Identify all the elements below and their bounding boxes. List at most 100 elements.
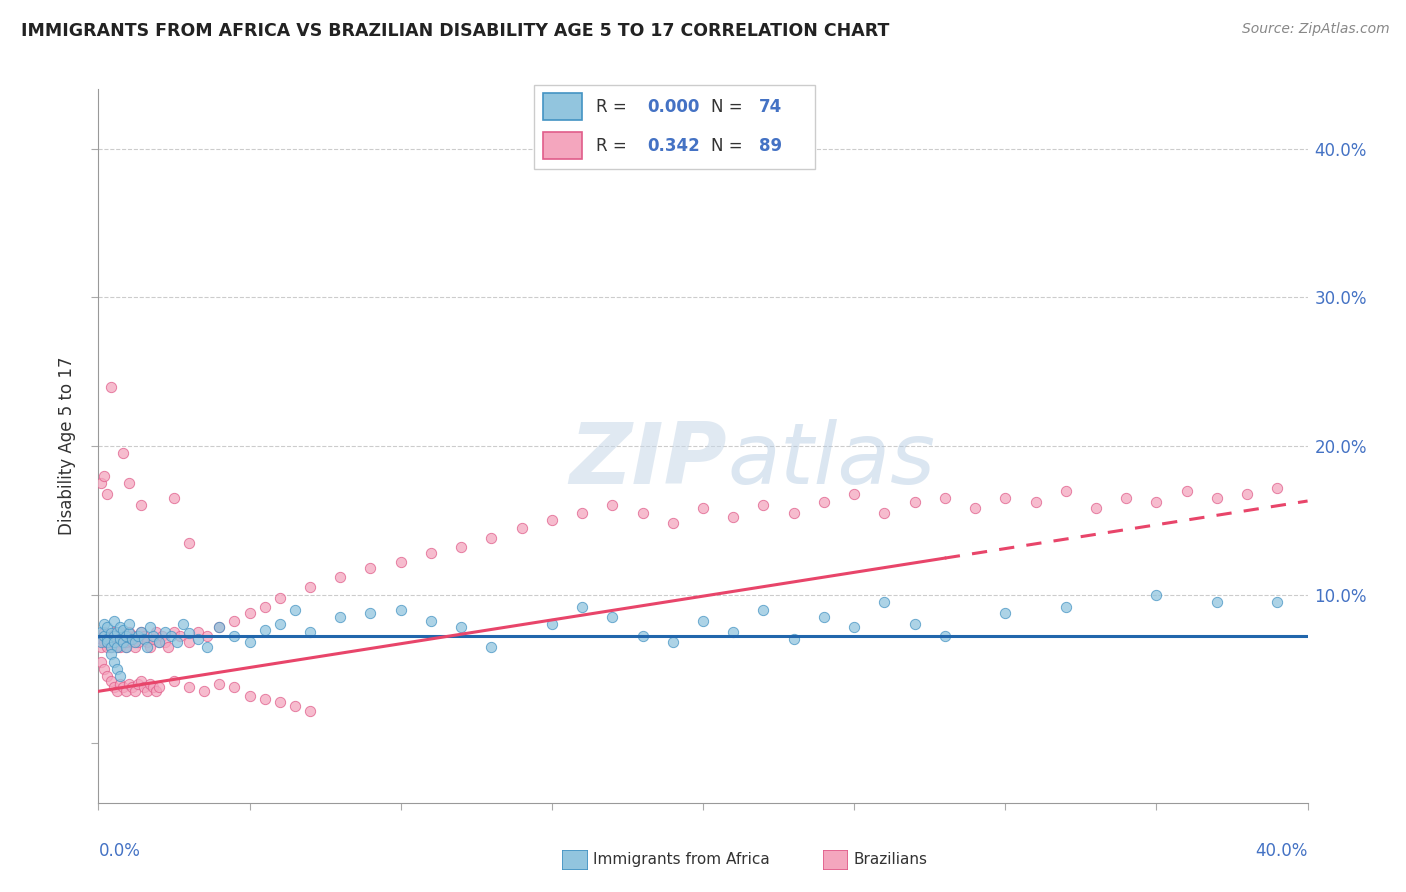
Point — [96, 620, 118, 634]
Point — [100, 673, 122, 688]
Point — [111, 635, 134, 649]
Point — [100, 640, 122, 654]
Point — [124, 635, 146, 649]
Point — [179, 626, 201, 640]
Point — [90, 624, 112, 639]
Point — [100, 626, 122, 640]
Point — [108, 632, 131, 647]
Point — [150, 629, 173, 643]
Point — [103, 615, 125, 629]
Point — [118, 476, 141, 491]
Point — [105, 662, 128, 676]
Text: ZIP: ZIP — [569, 418, 727, 502]
Point — [253, 624, 276, 638]
Point — [299, 624, 322, 639]
Point — [752, 602, 775, 616]
Point — [93, 629, 115, 643]
Point — [148, 680, 170, 694]
Point — [96, 669, 118, 683]
Point — [93, 468, 115, 483]
Point — [93, 629, 115, 643]
Point — [224, 615, 246, 629]
Point — [90, 632, 112, 647]
Point — [904, 617, 927, 632]
Point — [90, 476, 112, 491]
Point — [1054, 483, 1077, 498]
Point — [100, 379, 122, 393]
Point — [540, 513, 562, 527]
Point — [103, 635, 125, 649]
Point — [114, 629, 136, 643]
Point — [269, 695, 291, 709]
Point — [239, 635, 262, 649]
Point — [783, 632, 806, 647]
Text: Immigrants from Africa: Immigrants from Africa — [593, 853, 770, 867]
Point — [179, 680, 201, 694]
Point — [299, 580, 322, 594]
Point — [965, 501, 987, 516]
Point — [253, 599, 276, 614]
Point — [111, 632, 134, 647]
Y-axis label: Disability Age 5 to 17: Disability Age 5 to 17 — [58, 357, 76, 535]
Text: 40.0%: 40.0% — [1256, 842, 1308, 860]
Point — [193, 684, 215, 698]
Point — [129, 673, 152, 688]
Point — [108, 632, 131, 647]
Point — [389, 602, 412, 616]
FancyBboxPatch shape — [543, 132, 582, 160]
Point — [105, 624, 128, 639]
Text: 89: 89 — [759, 136, 782, 154]
Text: atlas: atlas — [727, 418, 935, 502]
Point — [142, 632, 165, 647]
Point — [103, 655, 125, 669]
Point — [96, 486, 118, 500]
Point — [360, 561, 382, 575]
Point — [111, 446, 134, 460]
Point — [602, 499, 624, 513]
Point — [135, 640, 157, 654]
FancyBboxPatch shape — [823, 850, 848, 870]
Point — [108, 624, 131, 639]
Point — [127, 629, 149, 643]
Point — [208, 620, 231, 634]
Point — [90, 640, 112, 654]
Point — [118, 677, 141, 691]
Point — [166, 635, 188, 649]
Point — [187, 624, 209, 639]
Point — [129, 624, 152, 639]
Point — [1115, 491, 1137, 505]
Point — [153, 624, 176, 639]
Point — [163, 491, 186, 505]
Point — [179, 535, 201, 549]
Point — [723, 510, 745, 524]
Point — [360, 606, 382, 620]
Point — [100, 635, 122, 649]
Point — [481, 531, 503, 545]
Point — [1267, 595, 1289, 609]
Text: 0.342: 0.342 — [647, 136, 700, 154]
Point — [103, 680, 125, 694]
Point — [1054, 599, 1077, 614]
Point — [114, 684, 136, 698]
FancyBboxPatch shape — [534, 85, 815, 169]
Point — [904, 495, 927, 509]
Point — [1085, 501, 1108, 516]
Point — [662, 635, 685, 649]
Point — [114, 640, 136, 654]
Point — [1206, 595, 1229, 609]
Point — [93, 624, 115, 639]
Point — [105, 635, 128, 649]
Point — [93, 617, 115, 632]
Point — [114, 640, 136, 654]
Point — [121, 680, 143, 694]
Text: 0.0%: 0.0% — [98, 842, 141, 860]
Text: IMMIGRANTS FROM AFRICA VS BRAZILIAN DISABILITY AGE 5 TO 17 CORRELATION CHART: IMMIGRANTS FROM AFRICA VS BRAZILIAN DISA… — [21, 22, 890, 40]
Point — [103, 624, 125, 639]
Text: R =: R = — [596, 136, 633, 154]
Point — [450, 620, 472, 634]
Point — [105, 640, 128, 654]
Point — [239, 689, 262, 703]
Point — [90, 635, 112, 649]
Point — [1175, 483, 1198, 498]
Point — [253, 691, 276, 706]
